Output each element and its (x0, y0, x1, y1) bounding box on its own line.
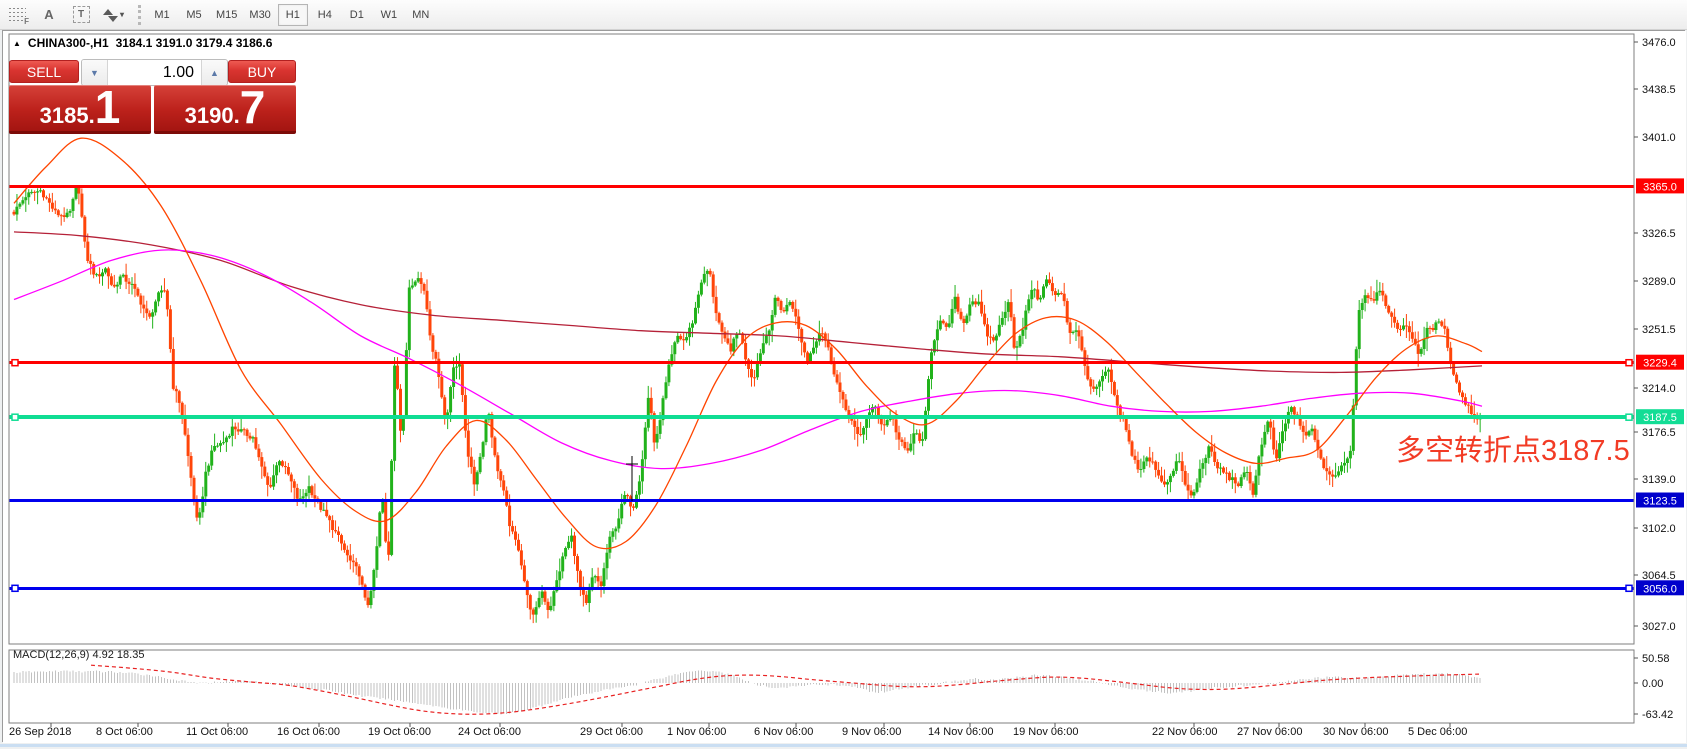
volume-decrease-button[interactable]: ▼ (82, 60, 108, 85)
svg-text:3289.0: 3289.0 (1642, 276, 1676, 288)
svg-text:6 Nov 06:00: 6 Nov 06:00 (754, 726, 813, 738)
svg-text:3064.5: 3064.5 (1642, 570, 1676, 582)
svg-text:3139.0: 3139.0 (1642, 474, 1676, 486)
toolbar-drag-handle[interactable] (138, 4, 141, 25)
line-handle (11, 413, 19, 421)
svg-text:3027.0: 3027.0 (1642, 621, 1676, 633)
svg-text:3123.5: 3123.5 (1643, 496, 1677, 508)
svg-text:3401.0: 3401.0 (1642, 132, 1676, 144)
tab-timeframe-d1[interactable]: D1 (342, 4, 372, 26)
text-tool-icon[interactable]: T (66, 3, 96, 27)
line-handle (1625, 584, 1633, 593)
svg-text:3326.5: 3326.5 (1642, 228, 1676, 240)
tab-timeframe-h1[interactable]: H1 (277, 3, 308, 26)
arrows-tool-icon[interactable]: ▾ (98, 3, 128, 27)
svg-text:11 Oct 06:00: 11 Oct 06:00 (186, 726, 248, 738)
level-chip (1636, 354, 1684, 370)
line-handle (1625, 358, 1633, 367)
level-chip (1636, 409, 1684, 425)
bid-pips-digit: 1 (94, 81, 121, 133)
bid-main-digits: 3185 (39, 103, 89, 128)
svg-text:0.00: 0.00 (1642, 678, 1663, 690)
volume-input[interactable]: 1.00 (162, 63, 194, 81)
svg-text:3214.0: 3214.0 (1642, 383, 1676, 395)
svg-text:19 Oct 06:00: 19 Oct 06:00 (368, 726, 431, 738)
ma-mid-line (13, 249, 1483, 470)
svg-text:3476.0: 3476.0 (1642, 37, 1676, 49)
svg-text:3187.5: 3187.5 (1643, 412, 1677, 424)
chart-symbol-header: ▲ CHINA300-,H1 3184.1 3191.0 3179.4 3186… (13, 36, 272, 50)
sell-button[interactable]: SELL (9, 60, 79, 83)
tab-timeframe-m15[interactable]: M15 (211, 4, 242, 26)
macd-signal-line (90, 664, 1480, 715)
svg-text:27 Nov 06:00: 27 Nov 06:00 (1237, 726, 1302, 738)
svg-text:19 Nov 06:00: 19 Nov 06:00 (1013, 726, 1078, 738)
text-label-tool-icon[interactable]: A (44, 7, 54, 22)
window-bottom-edge (0, 744, 1687, 747)
ma-fast-line (13, 137, 1483, 550)
svg-text:50.58: 50.58 (1642, 653, 1670, 665)
svg-text:3102.0: 3102.0 (1642, 523, 1676, 535)
ask-main-digits: 3190 (184, 103, 234, 128)
candles (12, 186, 1482, 624)
svg-text:22 Nov 06:00: 22 Nov 06:00 (1152, 726, 1217, 738)
symbol-timeframe-label: CHINA300-,H1 (27, 36, 109, 50)
macd-indicator-label: MACD(12,26,9) 4.92 18.35 (13, 649, 145, 661)
line-handle (1625, 413, 1633, 421)
macd-histogram (13, 670, 1481, 715)
price-axis[interactable]: 3476.0 3438.5 3401.0 3326.5 3289.0 3251.5 3214… (1634, 37, 1676, 721)
collapse-panel-icon[interactable]: ▲ (13, 38, 21, 48)
fibonacci-tool-icon[interactable]: F (2, 3, 32, 27)
buy-button[interactable]: BUY (228, 60, 296, 83)
tab-timeframe-w1[interactable]: W1 (374, 4, 404, 26)
bid-price-box[interactable]: 3185. 1 (9, 81, 151, 134)
svg-text:3056.0: 3056.0 (1643, 583, 1677, 595)
ask-pips-digit: 7 (239, 81, 266, 133)
level-chip (1636, 178, 1684, 194)
tab-timeframe-mn[interactable]: MN (406, 4, 436, 26)
svg-text:3176.5: 3176.5 (1642, 427, 1676, 439)
svg-text:29 Oct 06:00: 29 Oct 06:00 (580, 726, 643, 738)
svg-text:8 Oct 06:00: 8 Oct 06:00 (96, 726, 153, 738)
svg-text:3229.4: 3229.4 (1643, 358, 1677, 370)
svg-text:3438.5: 3438.5 (1642, 84, 1676, 96)
tab-timeframe-m1[interactable]: M1 (147, 4, 177, 26)
svg-text:30 Nov 06:00: 30 Nov 06:00 (1323, 726, 1388, 738)
line-handle (11, 358, 19, 367)
svg-text:26 Sep 2018: 26 Sep 2018 (9, 726, 71, 738)
svg-text:14 Nov 06:00: 14 Nov 06:00 (928, 726, 993, 738)
tab-timeframe-h4[interactable]: H4 (310, 4, 340, 26)
timeframe-button-group: M1 M5 M15 M30 H1 H4 D1 W1 MN (147, 3, 436, 26)
chevron-down-icon[interactable]: ▾ (119, 10, 124, 19)
fibonacci-lines-icon (8, 8, 26, 21)
svg-text:3251.5: 3251.5 (1642, 324, 1676, 336)
svg-text:-63.42: -63.42 (1642, 709, 1673, 721)
time-axis[interactable]: 26 Sep 2018 8 Oct 06:00 11 Oct 06:00 16 Oct… (9, 723, 1467, 738)
chart-window: 3476.0 3438.5 3401.0 3326.5 3289.0 3251.5 3214… (2, 30, 1686, 743)
volume-stepper: ▼ 1.00 ▲ (81, 59, 228, 86)
svg-text:9 Nov 06:00: 9 Nov 06:00 (842, 726, 901, 738)
svg-text:3365.0: 3365.0 (1643, 181, 1677, 193)
svg-text:1 Nov 06:00: 1 Nov 06:00 (667, 726, 726, 738)
svg-text:16 Oct 06:00: 16 Oct 06:00 (277, 726, 340, 738)
svg-text:5 Dec 06:00: 5 Dec 06:00 (1408, 726, 1467, 738)
tab-timeframe-m30[interactable]: M30 (244, 4, 275, 26)
level-chip (1636, 492, 1684, 508)
line-handle (11, 584, 19, 593)
tab-timeframe-m5[interactable]: M5 (179, 4, 209, 26)
volume-increase-button[interactable]: ▲ (201, 60, 227, 85)
arrows-icon (102, 7, 118, 23)
ma-slow-line (13, 231, 1483, 374)
ohlc-values: 3184.1 3191.0 3179.4 3186.6 (115, 36, 273, 50)
top-toolbar: F A T ▾ M1 M5 M15 M30 H1 H4 D1 W1 MN (0, 0, 1687, 30)
ask-price-box[interactable]: 3190. 7 (154, 81, 296, 134)
level-chip (1636, 580, 1684, 596)
chart-plot-area[interactable]: 3476.0 3438.5 3401.0 3326.5 3289.0 3251.5 3214… (3, 31, 1686, 743)
svg-text:24 Oct 06:00: 24 Oct 06:00 (458, 726, 521, 738)
pivot-annotation-text: 多空转折点3187.5 (1396, 435, 1630, 467)
